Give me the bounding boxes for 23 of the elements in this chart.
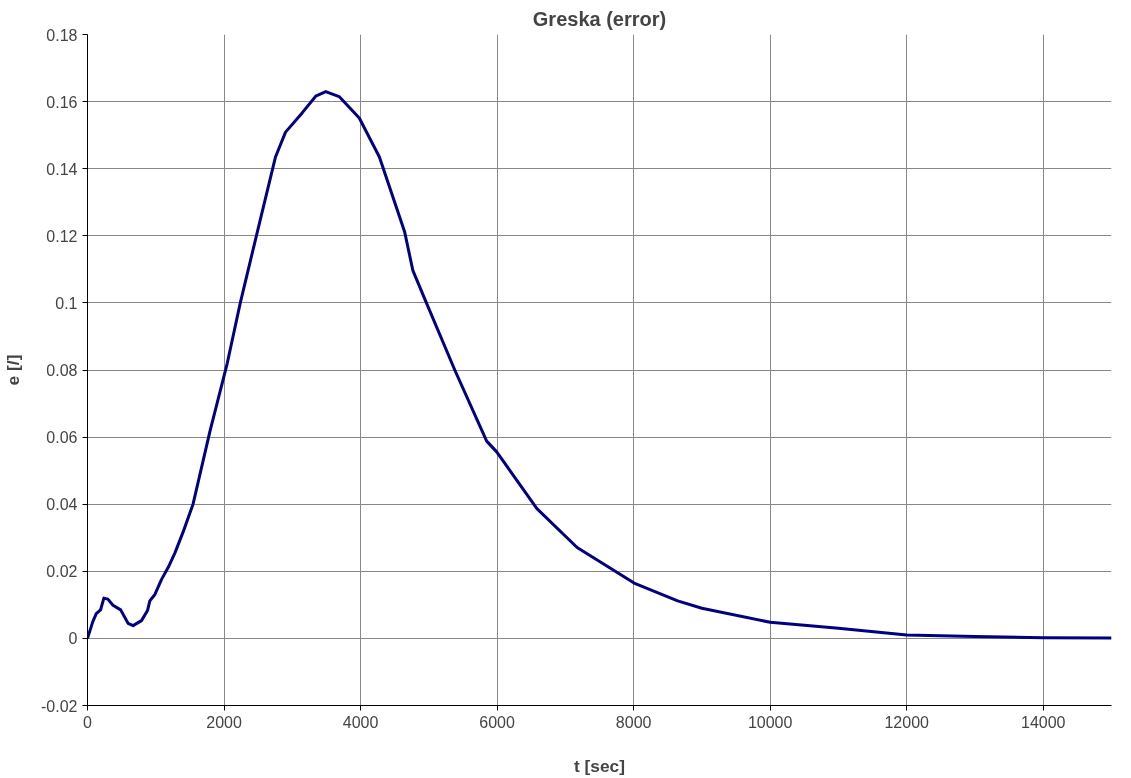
x-tick-label: 6000 <box>479 713 515 731</box>
line-series <box>87 90 1112 640</box>
x-tick-label: 10000 <box>747 713 793 731</box>
y-tick-label: 0.14 <box>46 160 78 178</box>
y-tick-label: 0.16 <box>46 93 78 111</box>
x-tick-label: 14000 <box>1020 713 1066 731</box>
x-tick-label: 0 <box>83 713 93 731</box>
y-tick-label: 0.12 <box>46 227 78 245</box>
x-tick-label: 4000 <box>342 713 379 731</box>
x-tick-label: 2000 <box>206 713 242 731</box>
x-tick-label: 8000 <box>615 713 652 731</box>
chart-title: Greska (error) <box>532 7 667 30</box>
x-axis-title: t [sec] <box>573 755 626 776</box>
y-tick-label: 0.18 <box>46 26 78 44</box>
y-tick-label: 0.04 <box>46 496 78 514</box>
y-tick-label: 0.08 <box>46 362 78 379</box>
y-tick-label: 0.02 <box>46 563 78 581</box>
y-axis-title: e [/] <box>3 354 24 386</box>
y-tick-label: 0.06 <box>46 429 78 447</box>
y-tick-label: 0.1 <box>55 294 78 312</box>
x-tick-label: 12000 <box>884 713 930 731</box>
y-tick-label: 0 <box>68 630 78 648</box>
y-tick-label: -0.02 <box>41 697 78 715</box>
